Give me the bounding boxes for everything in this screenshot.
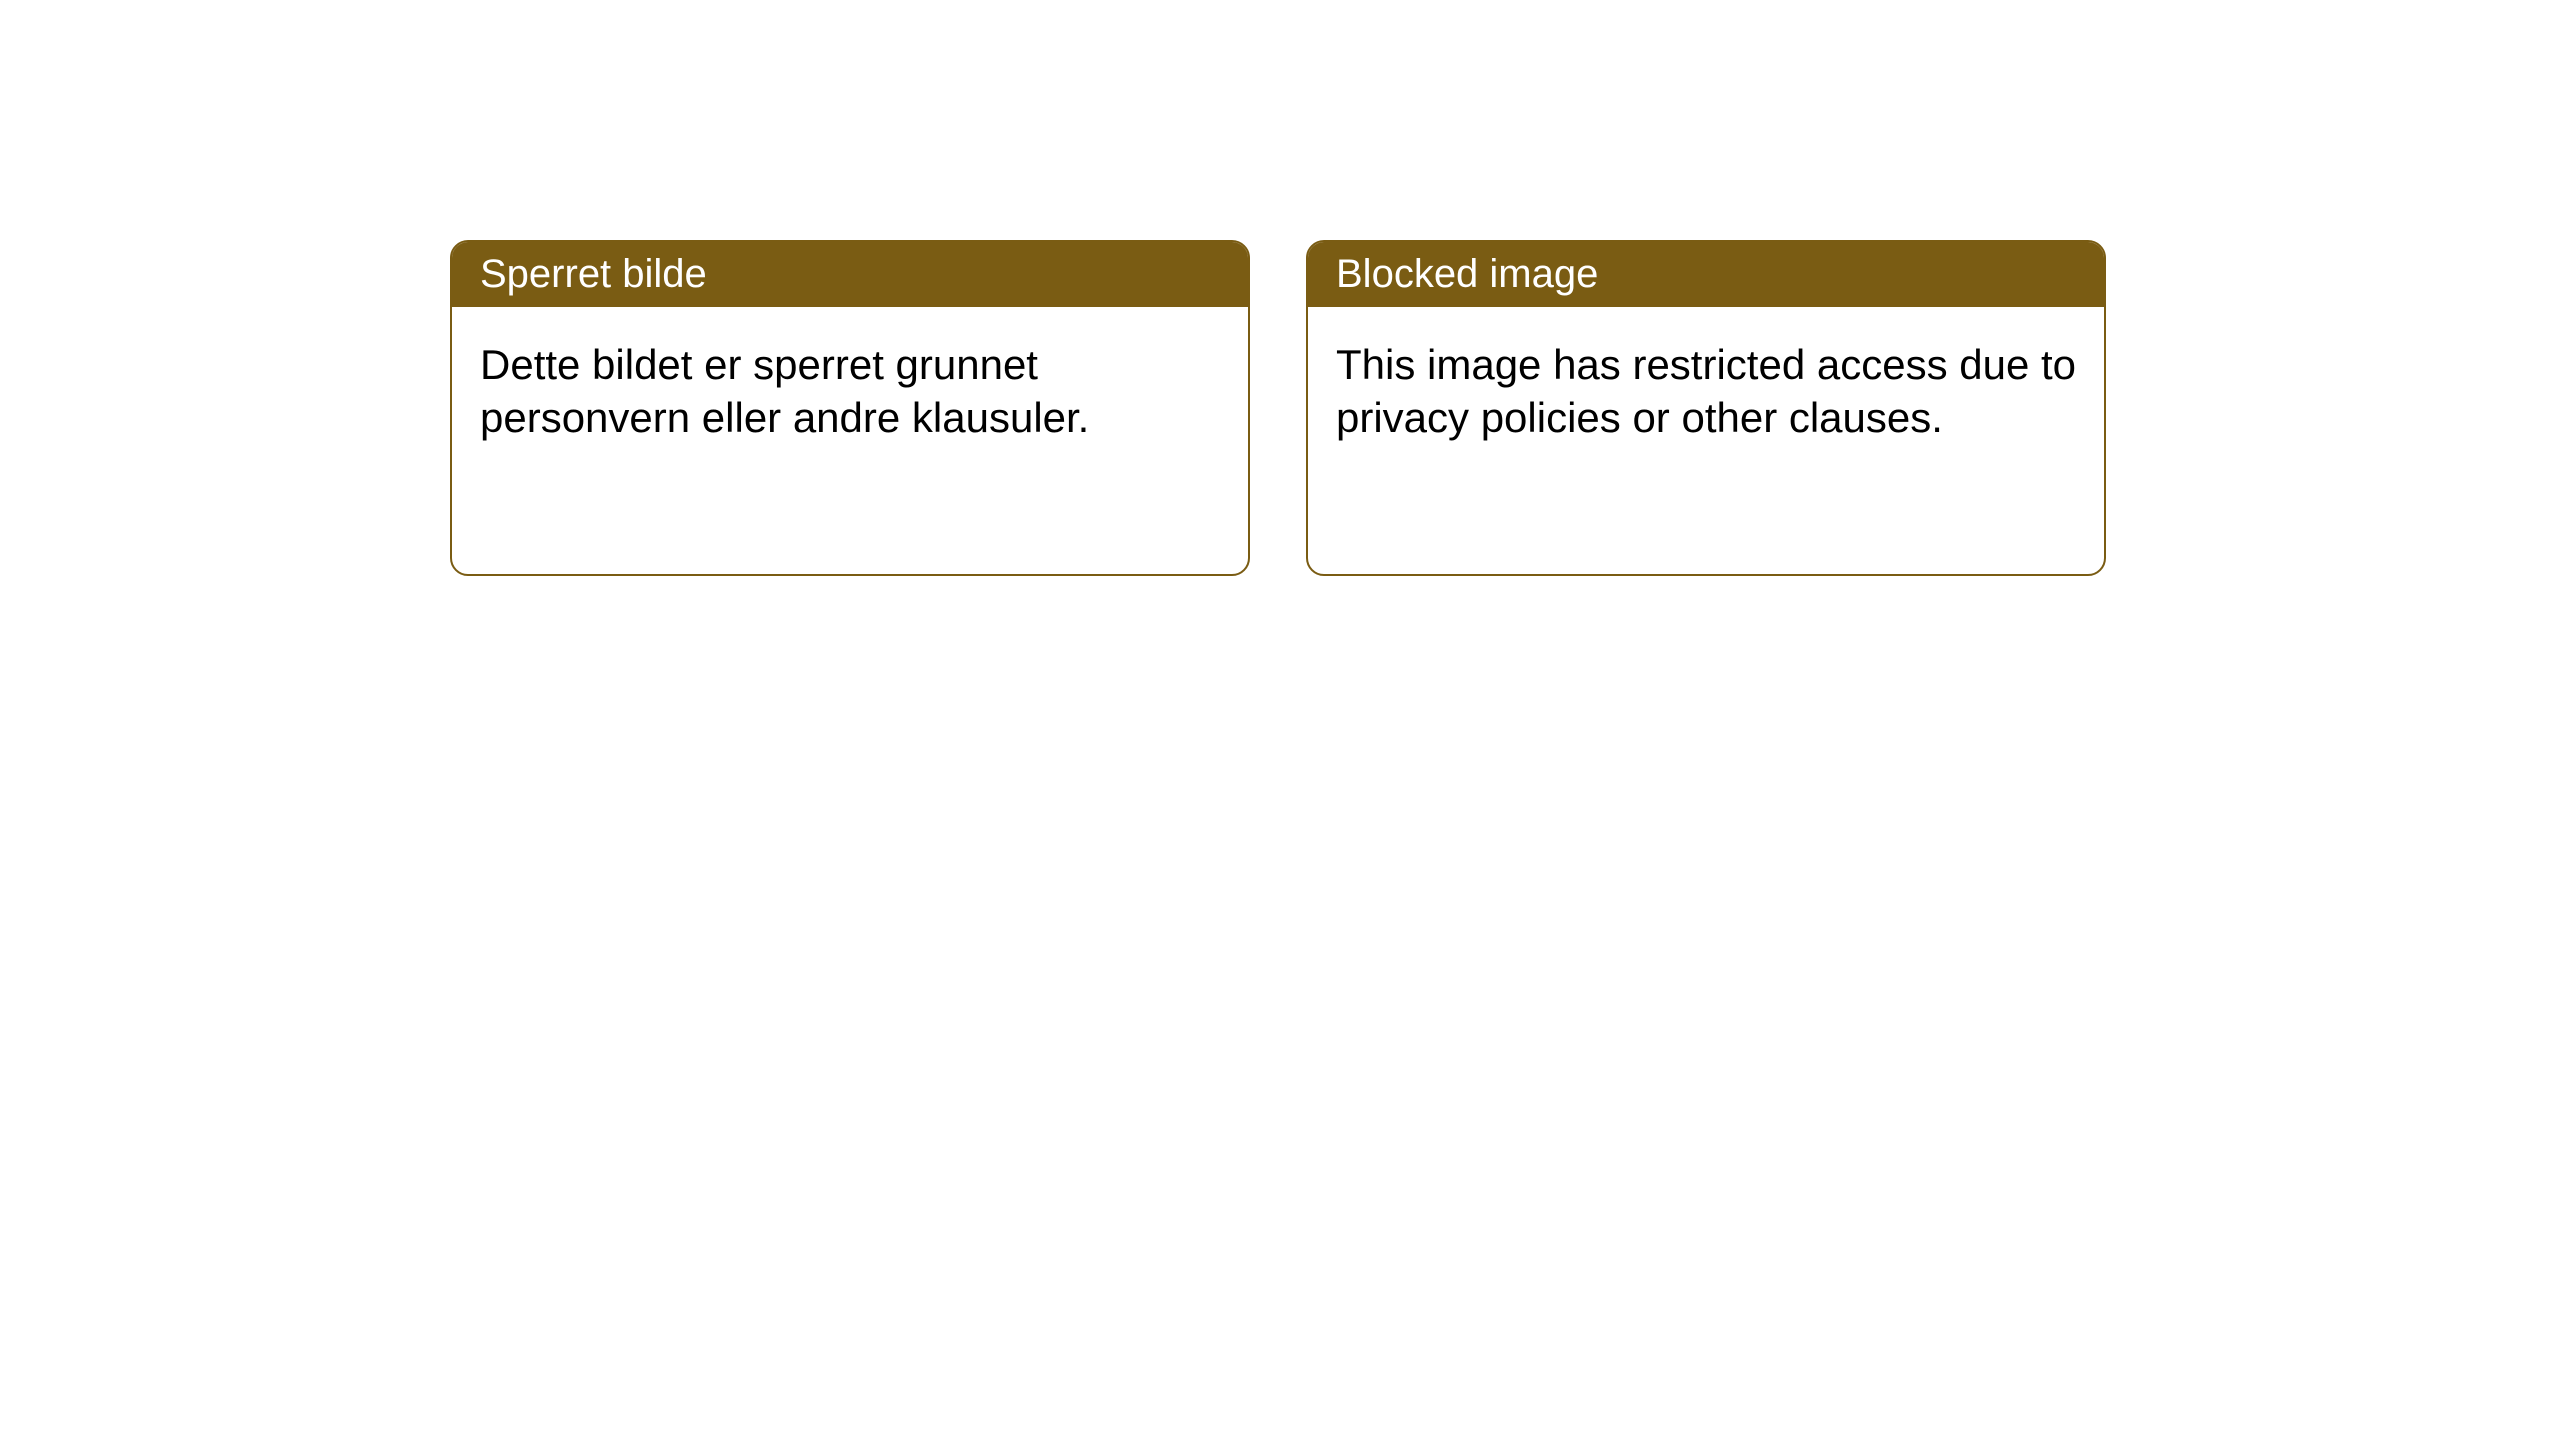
notice-card-english: Blocked image This image has restricted … xyxy=(1306,240,2106,576)
notice-container: Sperret bilde Dette bildet er sperret gr… xyxy=(0,0,2560,576)
card-header-english: Blocked image xyxy=(1308,242,2104,307)
notice-card-norwegian: Sperret bilde Dette bildet er sperret gr… xyxy=(450,240,1250,576)
card-body-norwegian: Dette bildet er sperret grunnet personve… xyxy=(452,307,1248,476)
card-body-english: This image has restricted access due to … xyxy=(1308,307,2104,476)
card-header-norwegian: Sperret bilde xyxy=(452,242,1248,307)
